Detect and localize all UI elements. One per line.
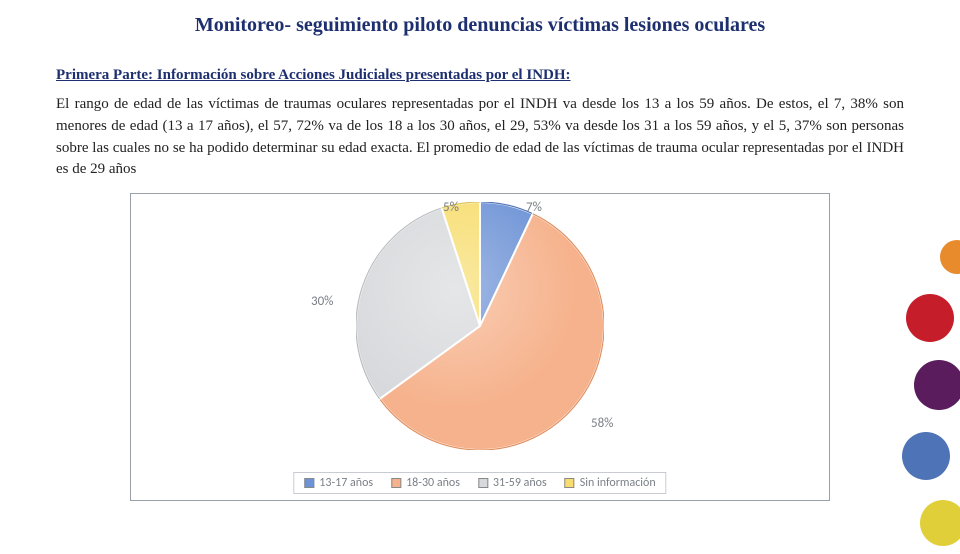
legend-label: Sin información bbox=[580, 476, 656, 490]
legend-label: 18-30 años bbox=[406, 476, 460, 490]
legend-swatch bbox=[304, 478, 314, 488]
chart-legend: 13-17 años 18-30 años 31-59 años Sin inform… bbox=[293, 472, 666, 494]
body-paragraph: El rango de edad de las víctimas de trau… bbox=[56, 94, 904, 181]
legend-item: Sin información bbox=[565, 476, 656, 490]
pie-slice-label: 5% bbox=[443, 200, 459, 215]
decorative-dot bbox=[940, 240, 960, 274]
legend-item: 18-30 años bbox=[391, 476, 460, 490]
legend-item: 31-59 años bbox=[478, 476, 547, 490]
page-title: Monitoreo- seguimiento piloto denuncias … bbox=[0, 14, 960, 37]
pie-slice-label: 30% bbox=[311, 294, 333, 309]
decorative-dot bbox=[914, 360, 960, 410]
decorative-dot bbox=[920, 500, 960, 546]
section-subtitle: Primera Parte: Información sobre Accione… bbox=[56, 67, 904, 84]
legend-swatch bbox=[478, 478, 488, 488]
pie-slice-label: 7% bbox=[526, 200, 542, 215]
pie-svg-wrap bbox=[356, 202, 604, 455]
pie-svg bbox=[356, 202, 604, 450]
legend-label: 13-17 años bbox=[319, 476, 373, 490]
legend-swatch bbox=[391, 478, 401, 488]
decorative-dot bbox=[902, 432, 950, 480]
legend-item: 13-17 años bbox=[304, 476, 373, 490]
decorative-dot bbox=[906, 294, 954, 342]
age-pie-chart: 7% 58% 30% 5% 13-17 años 18-30 años 31-59 año… bbox=[130, 193, 830, 501]
pie-slice-label: 58% bbox=[591, 416, 613, 431]
legend-label: 31-59 años bbox=[493, 476, 547, 490]
legend-swatch bbox=[565, 478, 575, 488]
